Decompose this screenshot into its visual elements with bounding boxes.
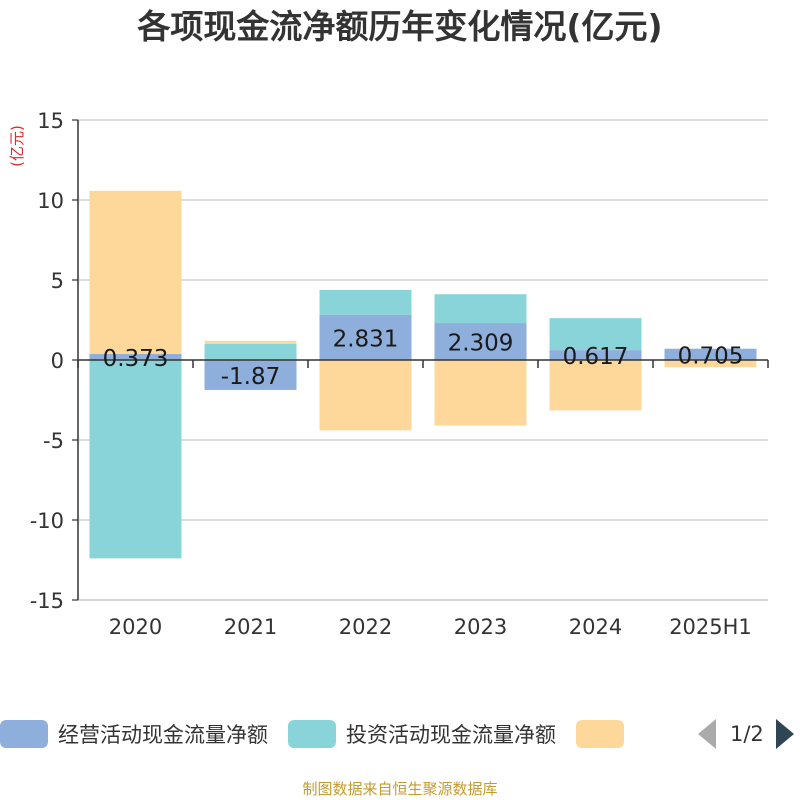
x-tick-label: 2021 bbox=[224, 615, 277, 639]
legend-item-investing[interactable]: 投资活动现金流量净额 bbox=[288, 719, 556, 749]
legend-swatch-operating bbox=[0, 720, 48, 748]
x-tick-label: 2020 bbox=[109, 615, 162, 639]
legend-pager: 1/2 bbox=[698, 718, 794, 750]
bar-series-2 bbox=[204, 340, 297, 344]
legend-next-arrow-icon[interactable] bbox=[775, 719, 794, 749]
legend-label-operating: 经营活动现金流量净额 bbox=[58, 723, 268, 747]
bar-series-1 bbox=[549, 318, 642, 351]
bar-series-1 bbox=[319, 289, 412, 315]
legend-swatch-financing bbox=[576, 720, 624, 748]
bar-series-2 bbox=[664, 360, 757, 368]
y-tick-label: 15 bbox=[37, 109, 64, 133]
y-axis-unit: (亿元) bbox=[8, 125, 26, 167]
y-tick-label: 0 bbox=[51, 349, 64, 373]
legend-swatch-investing bbox=[288, 720, 336, 748]
legend-page-indicator: 1/2 bbox=[730, 722, 764, 746]
y-tick-label: 10 bbox=[37, 189, 64, 213]
data-label: 0.705 bbox=[678, 343, 744, 369]
y-tick-label: -5 bbox=[43, 429, 64, 453]
bars bbox=[89, 190, 757, 559]
bar-series-2 bbox=[434, 360, 527, 426]
axes: 15 10 5 0 -5 -10 -15 2020 2021 2022 2023 2024 2025H1 bbox=[30, 109, 769, 639]
legend: 经营活动现金流量净额 投资活动现金流量净额 bbox=[0, 716, 654, 752]
bar-series-0 bbox=[549, 350, 642, 360]
chart-title: 各项现金流净额历年变化情况(亿元) bbox=[136, 7, 662, 46]
data-labels: 0.373 -1.87 2.831 2.309 0.617 0.705 bbox=[103, 326, 744, 390]
bar-series-1 bbox=[434, 294, 527, 324]
data-source-note: 制图数据来自恒生聚源数据库 bbox=[302, 780, 498, 798]
bar-series-1 bbox=[204, 344, 297, 360]
bar-series-0 bbox=[434, 323, 527, 360]
legend-label-investing: 投资活动现金流量净额 bbox=[346, 723, 556, 747]
x-tick-label: 2022 bbox=[339, 615, 392, 639]
y-tick-label: 5 bbox=[51, 269, 64, 293]
x-tick-label: 2025H1 bbox=[669, 615, 752, 639]
data-label: 0.617 bbox=[563, 344, 629, 370]
y-tick-label: -10 bbox=[30, 509, 64, 533]
bar-series-2 bbox=[549, 360, 642, 411]
legend-prev-arrow-icon[interactable] bbox=[698, 719, 716, 749]
data-label: -1.87 bbox=[221, 364, 281, 390]
x-tick-label: 2023 bbox=[454, 615, 507, 639]
legend-item-financing[interactable] bbox=[576, 720, 634, 748]
bar-series-1 bbox=[89, 360, 182, 559]
y-tick-label: -15 bbox=[30, 589, 64, 613]
bar-series-0 bbox=[89, 354, 182, 360]
bar-series-2 bbox=[89, 190, 182, 355]
bar-series-0 bbox=[319, 314, 412, 360]
x-tick-label: 2024 bbox=[569, 615, 622, 639]
bar-series-2 bbox=[319, 360, 412, 431]
data-label: 2.309 bbox=[448, 331, 514, 357]
data-label: 2.831 bbox=[333, 326, 399, 352]
data-label: 0.373 bbox=[103, 346, 169, 372]
legend-item-operating[interactable]: 经营活动现金流量净额 bbox=[0, 719, 268, 749]
bar-series-0 bbox=[204, 360, 297, 390]
bar-series-0 bbox=[664, 348, 757, 360]
